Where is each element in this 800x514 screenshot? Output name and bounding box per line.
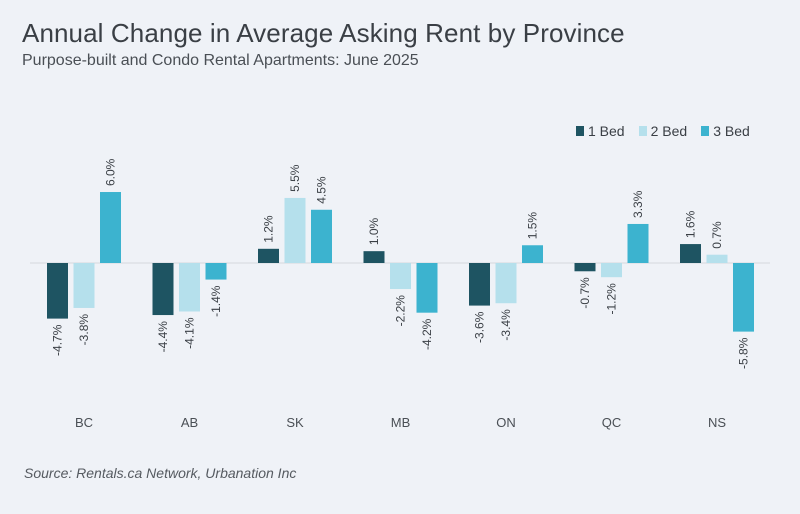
- value-label-qc-3-bed: 3.3%: [631, 190, 645, 218]
- bar-sk-3-bed: [311, 209, 332, 263]
- legend-swatch-2-bed: [638, 126, 647, 136]
- bar-on-2-bed: [495, 263, 517, 304]
- bar-sk-2-bed: [284, 197, 306, 263]
- legend-item-3-bed: 3 Bed: [701, 123, 750, 139]
- bar-on-3-bed: [522, 245, 543, 263]
- value-label-on-2-bed: -3.4%: [499, 309, 513, 341]
- category-label-on: ON: [496, 415, 516, 430]
- category-label-ab: AB: [181, 415, 198, 430]
- legend-swatch-3-bed: [701, 126, 710, 136]
- bar-mb-2-bed: [390, 263, 411, 290]
- value-label-on-1-bed: -3.6%: [473, 311, 487, 343]
- chart-subtitle: Purpose-built and Condo Rental Apartment…: [22, 52, 419, 69]
- bar-mb-3-bed: [416, 263, 438, 313]
- bar-qc-2-bed: [601, 263, 622, 278]
- value-label-ns-2-bed: 0.7%: [710, 221, 724, 249]
- value-label-bc-1-bed: -4.7%: [51, 324, 65, 356]
- value-label-bc-3-bed: 6.0%: [104, 158, 118, 186]
- category-labels-group: BC AB SK MB ON QC NS: [75, 415, 726, 430]
- chart-source: Source: Rentals.ca Network, Urbanation I…: [24, 465, 297, 481]
- bar-ab-1-bed: [152, 263, 174, 316]
- category-label-qc: QC: [602, 415, 622, 430]
- bar-ab-2-bed: [179, 263, 200, 312]
- chart-title: Annual Change in Average Asking Rent by …: [22, 18, 625, 48]
- category-label-ns: NS: [708, 415, 726, 430]
- bar-ab-3-bed: [205, 263, 227, 280]
- chart-legend: 1 Bed 2 Bed 3 Bed: [576, 123, 750, 139]
- bar-bc-1-bed: [47, 263, 68, 319]
- legend-swatch-1-bed: [576, 126, 584, 136]
- legend-label-1-bed: 1 Bed: [588, 123, 625, 139]
- legend-item-2-bed: 2 Bed: [638, 123, 688, 139]
- value-label-on-3-bed: 1.5%: [526, 212, 540, 240]
- bar-ns-2-bed: [706, 254, 728, 263]
- bar-on-1-bed: [469, 263, 490, 306]
- category-label-bc: BC: [75, 415, 93, 430]
- value-label-ab-3-bed: -1.4%: [209, 285, 223, 317]
- value-label-bc-2-bed: -3.8%: [77, 314, 91, 346]
- value-label-ns-1-bed: 1.6%: [684, 210, 698, 238]
- value-label-mb-2-bed: -2.2%: [394, 295, 408, 327]
- value-label-ab-1-bed: -4.4%: [156, 321, 170, 353]
- value-label-ns-3-bed: -5.8%: [737, 337, 751, 369]
- category-label-mb: MB: [391, 415, 411, 430]
- legend-item-1-bed: 1 Bed: [576, 123, 625, 139]
- value-labels-group: -4.7% -3.8% 6.0% -4.4% -4.1% -1.4% 1.2% 5.5% 4.5…: [51, 158, 751, 369]
- value-label-sk-2-bed: 5.5%: [288, 164, 302, 192]
- bar-ns-1-bed: [680, 244, 701, 263]
- bar-ns-3-bed: [733, 263, 754, 332]
- value-label-sk-3-bed: 4.5%: [315, 176, 329, 204]
- bars-group: [47, 192, 754, 332]
- category-label-sk: SK: [286, 415, 304, 430]
- legend-label-3-bed: 3 Bed: [713, 123, 750, 139]
- value-label-mb-3-bed: -4.2%: [420, 318, 434, 350]
- bar-sk-1-bed: [258, 248, 279, 263]
- value-label-qc-2-bed: -1.2%: [605, 283, 619, 315]
- bar-qc-1-bed: [574, 263, 596, 272]
- legend-label-2-bed: 2 Bed: [650, 123, 688, 139]
- value-label-ab-2-bed: -4.1%: [183, 317, 197, 349]
- bar-bc-3-bed: [100, 192, 121, 263]
- bar-bc-2-bed: [73, 263, 95, 308]
- bar-qc-3-bed: [627, 223, 649, 263]
- bar-mb-1-bed: [363, 251, 385, 263]
- value-label-mb-1-bed: 1.0%: [367, 217, 381, 245]
- value-label-sk-1-bed: 1.2%: [262, 215, 276, 243]
- value-label-qc-1-bed: -0.7%: [578, 277, 592, 309]
